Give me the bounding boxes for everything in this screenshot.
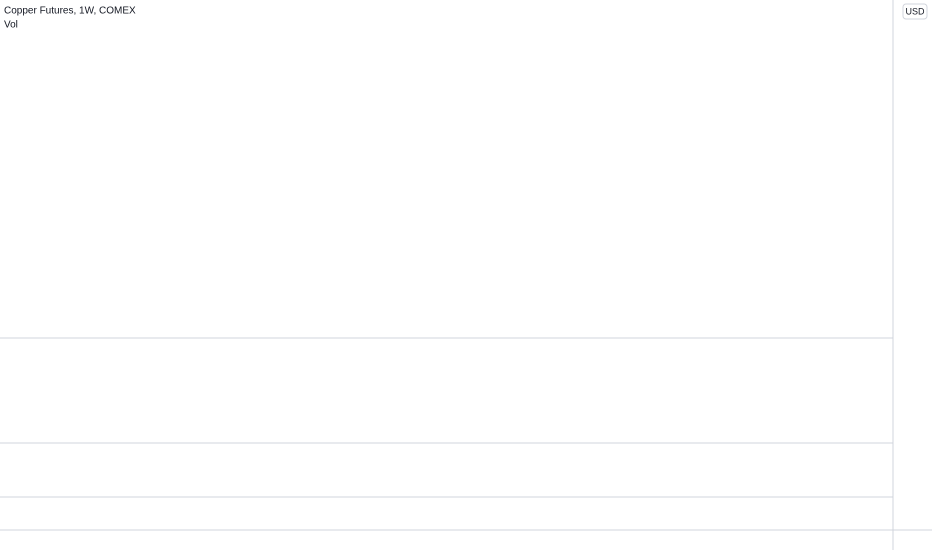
currency-box[interactable] — [902, 3, 928, 20]
symbol-title[interactable]: Copper Futures, 1W, COMEX — [4, 6, 136, 17]
label-layer: Copper Futures, 1W, COMEX Vol USD — [4, 3, 928, 31]
currency-label[interactable]: USD — [905, 6, 925, 16]
volume-legend[interactable]: Vol — [4, 20, 18, 31]
